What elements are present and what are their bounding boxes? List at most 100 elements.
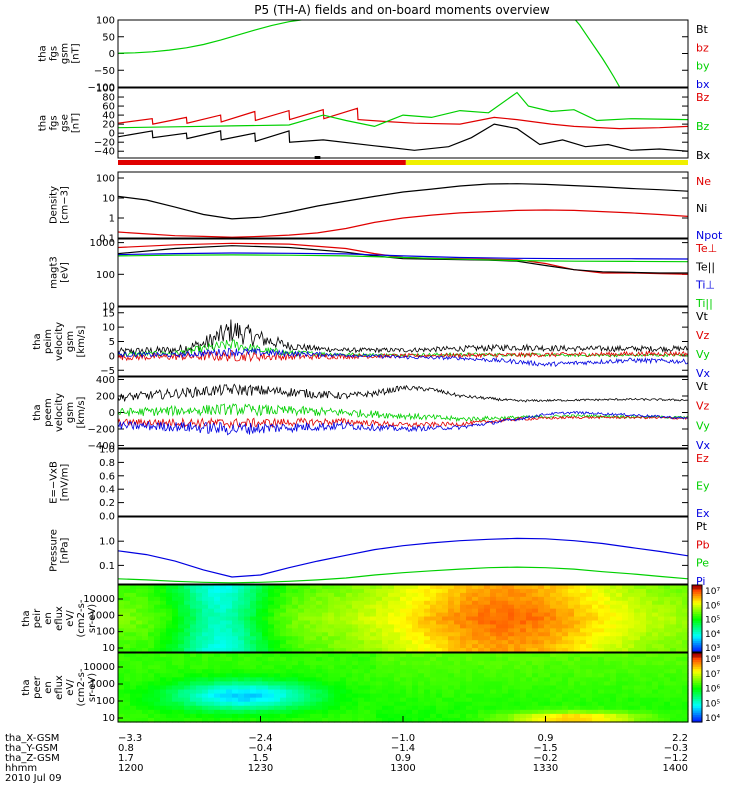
heatmap-cell bbox=[370, 713, 377, 719]
heatmap-cell bbox=[196, 673, 203, 678]
heatmap-cell bbox=[154, 709, 161, 715]
heatmap-cell bbox=[556, 620, 563, 626]
heatmap-cell bbox=[568, 669, 575, 674]
heatmap-cell bbox=[430, 596, 437, 602]
heatmap-cell bbox=[604, 713, 611, 719]
heatmap-cell bbox=[568, 640, 575, 645]
series-line-1 bbox=[118, 20, 306, 54]
heatmap-cell bbox=[418, 620, 425, 626]
heatmap-cell bbox=[286, 620, 293, 626]
heatmap-cell bbox=[256, 644, 263, 649]
heatmap-cell bbox=[412, 705, 419, 711]
heatmap-cell bbox=[412, 701, 419, 707]
heatmap-cell bbox=[430, 657, 437, 662]
heatmap-cell bbox=[610, 709, 617, 715]
heatmap-cell bbox=[160, 665, 167, 670]
heatmap-cell bbox=[262, 657, 269, 662]
heatmap-cell bbox=[244, 648, 251, 653]
heatmap-cell bbox=[196, 653, 203, 658]
heatmap-cell bbox=[598, 608, 605, 614]
heatmap-cell bbox=[490, 689, 497, 695]
heatmap-cell bbox=[274, 604, 281, 610]
heatmap-cell bbox=[256, 697, 263, 703]
heatmap-cell bbox=[310, 713, 317, 719]
heatmap-cell bbox=[676, 701, 683, 707]
y-tick-label: 20 bbox=[102, 120, 115, 131]
heatmap-cell bbox=[430, 644, 437, 649]
heatmap-cell bbox=[172, 701, 179, 707]
heatmap-cell bbox=[586, 653, 593, 658]
heatmap-cell bbox=[628, 592, 635, 598]
heatmap-cell bbox=[574, 657, 581, 662]
heatmap-cell bbox=[262, 632, 269, 637]
heatmap-cell bbox=[478, 624, 485, 629]
heatmap-cell bbox=[652, 632, 659, 637]
heatmap-cell bbox=[124, 588, 131, 594]
heatmap-cell bbox=[346, 709, 353, 715]
heatmap-cell bbox=[592, 616, 599, 622]
heatmap-cell bbox=[394, 673, 401, 678]
heatmap-cell bbox=[646, 693, 653, 699]
heatmap-cell bbox=[550, 661, 557, 666]
heatmap-cell bbox=[310, 705, 317, 711]
heatmap-cell bbox=[280, 657, 287, 662]
heatmap-cell bbox=[490, 644, 497, 649]
heatmap-cell bbox=[514, 717, 521, 723]
heatmap-cell bbox=[232, 713, 239, 719]
heatmap-cell bbox=[196, 640, 203, 645]
colorbar-segment bbox=[692, 609, 702, 613]
heatmap-cell bbox=[136, 717, 143, 723]
heatmap-cell bbox=[166, 592, 173, 598]
heatmap-cell bbox=[154, 636, 161, 641]
heatmap-cell bbox=[526, 644, 533, 649]
heatmap-cell bbox=[604, 717, 611, 723]
heatmap-cell bbox=[316, 701, 323, 707]
heatmap-cell bbox=[364, 653, 371, 658]
heatmap-cell bbox=[226, 705, 233, 711]
heatmap-cell bbox=[598, 592, 605, 598]
heatmap-cell bbox=[214, 693, 221, 699]
heatmap-cell bbox=[172, 669, 179, 674]
heatmap-cell bbox=[454, 653, 461, 658]
heatmap-cell bbox=[118, 693, 125, 699]
heatmap-cell bbox=[616, 592, 623, 598]
heatmap-cell bbox=[274, 632, 281, 637]
heatmap-cell bbox=[280, 588, 287, 594]
heatmap-cell bbox=[160, 628, 167, 633]
y-tick-label: 60 bbox=[102, 102, 115, 113]
heatmap-cell bbox=[130, 701, 137, 707]
heatmap-cell bbox=[400, 604, 407, 610]
heatmap-cell bbox=[574, 612, 581, 618]
heatmap-cell bbox=[340, 632, 347, 637]
heatmap-cell bbox=[616, 685, 623, 691]
heatmap-cell bbox=[124, 685, 131, 691]
heatmap-cell bbox=[352, 640, 359, 645]
heatmap-cell bbox=[418, 585, 425, 590]
heatmap-cell bbox=[304, 585, 311, 590]
heatmap-cell bbox=[178, 648, 185, 653]
heatmap-cell bbox=[586, 620, 593, 626]
heatmap-cell bbox=[250, 596, 257, 602]
heatmap-cell bbox=[370, 693, 377, 699]
heatmap-cell bbox=[394, 612, 401, 618]
heatmap-cell bbox=[214, 665, 221, 670]
heatmap-cell bbox=[334, 624, 341, 629]
heatmap-cell bbox=[598, 697, 605, 703]
heatmap-cell bbox=[172, 624, 179, 629]
heatmap-cell bbox=[466, 585, 473, 590]
heatmap-cell bbox=[484, 673, 491, 678]
heatmap-cell bbox=[226, 632, 233, 637]
heatmap-cell bbox=[478, 713, 485, 719]
y-tick-label: 100 bbox=[96, 174, 115, 185]
heatmap-cell bbox=[364, 640, 371, 645]
heatmap-cell bbox=[592, 608, 599, 614]
heatmap-cell bbox=[262, 681, 269, 687]
heatmap-cell bbox=[478, 677, 485, 683]
heatmap-cell bbox=[226, 677, 233, 683]
heatmap-cell bbox=[202, 689, 209, 695]
heatmap-cell bbox=[142, 709, 149, 715]
heatmap-cell bbox=[268, 713, 275, 719]
heatmap-cell bbox=[130, 604, 137, 610]
heatmap-cell bbox=[376, 636, 383, 641]
heatmap-cell bbox=[568, 604, 575, 610]
